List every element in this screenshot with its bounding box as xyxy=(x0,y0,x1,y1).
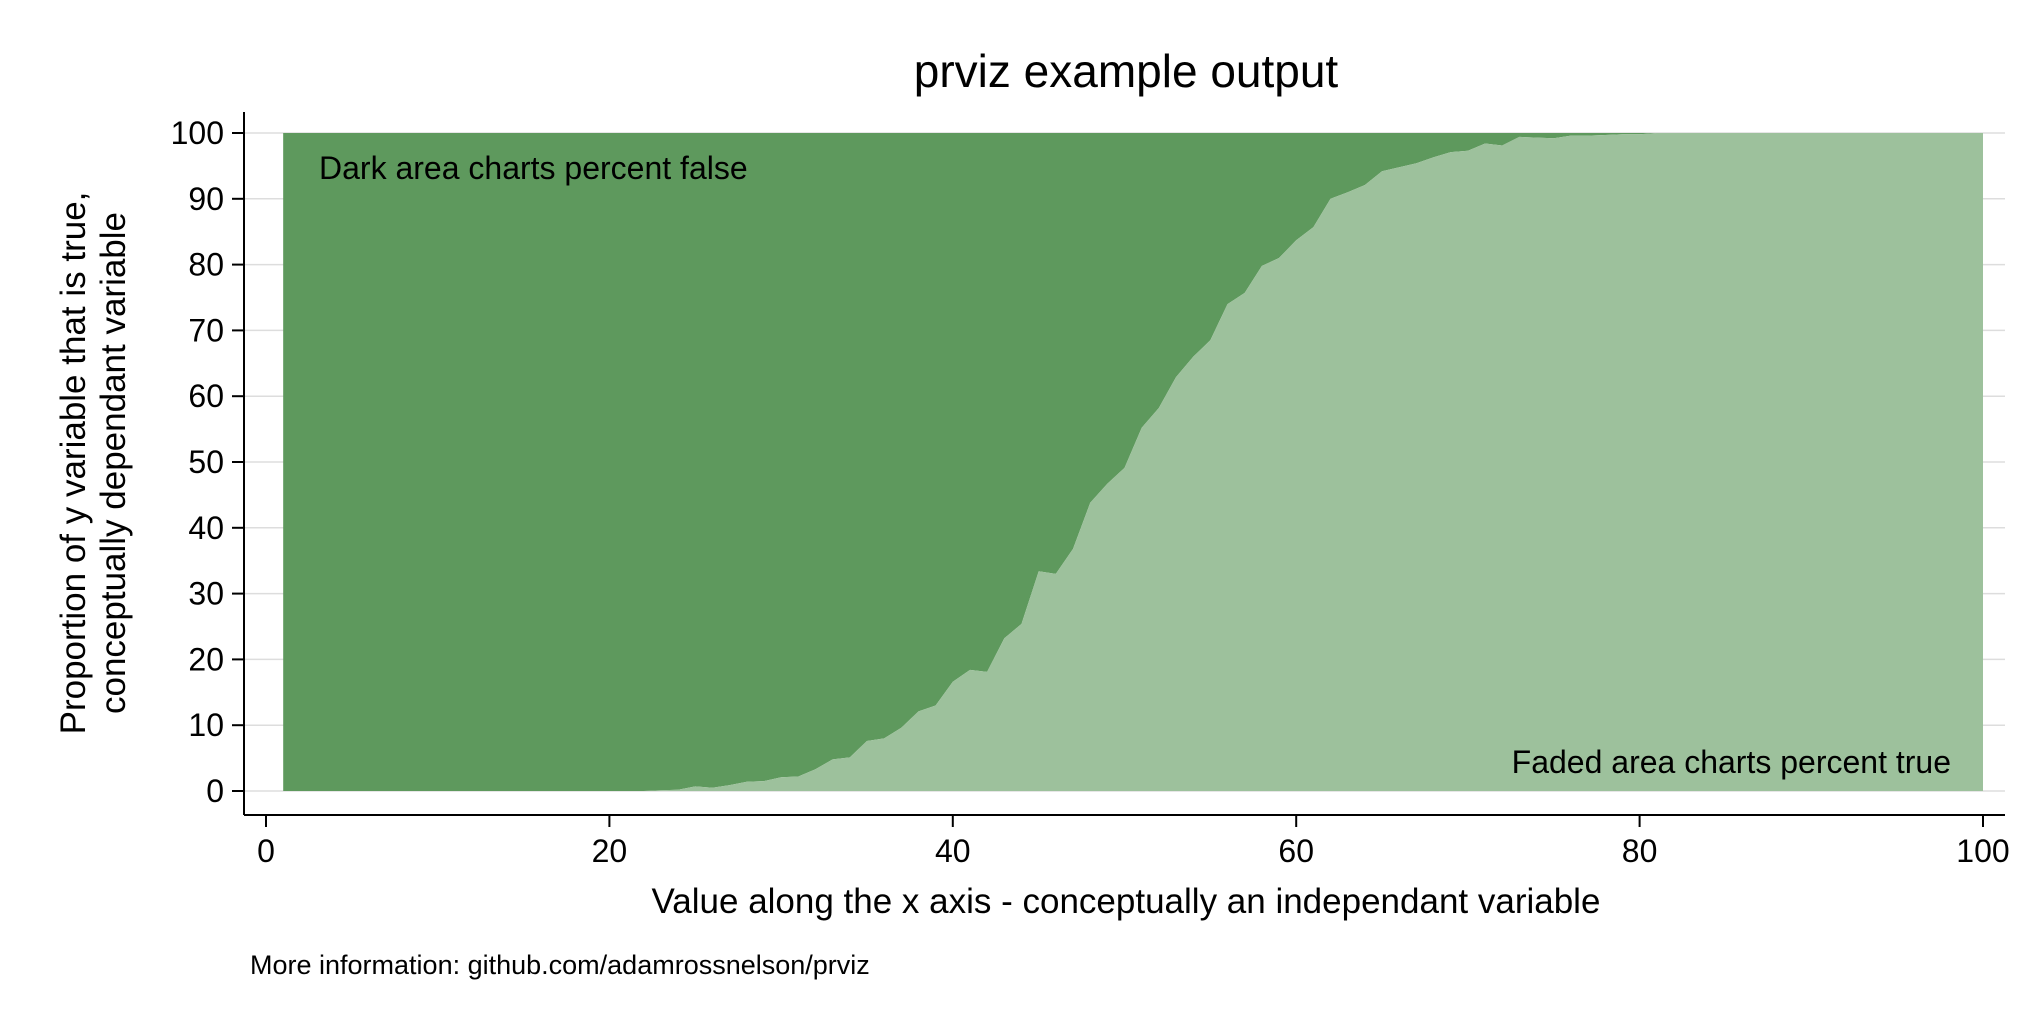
false-area-annotation: Dark area charts percent false xyxy=(319,150,748,186)
y-tick-label: 0 xyxy=(206,773,224,809)
x-tick-label: 80 xyxy=(1622,833,1658,869)
y-axis-title-line-2: conceptually dependant variable xyxy=(94,212,133,714)
x-tick-label: 100 xyxy=(1956,833,2009,869)
y-axis-title-line-1: Proportion of y variable that is true, xyxy=(54,192,93,735)
x-tick-label: 60 xyxy=(1278,833,1314,869)
y-tick-label: 20 xyxy=(188,641,224,677)
x-tick-label: 20 xyxy=(592,833,628,869)
x-axis-ticks: 0 20 40 60 80 100 xyxy=(257,815,2010,869)
y-tick-label: 40 xyxy=(188,510,224,546)
y-axis-title: Proportion of y variable that is true, c… xyxy=(54,192,133,735)
axes xyxy=(243,112,2005,816)
x-axis-title: Value along the x axis - conceptually an… xyxy=(652,882,1601,921)
y-axis-ticks: 0 10 20 30 40 50 60 70 80 90 100 xyxy=(171,115,244,809)
y-tick-label: 100 xyxy=(171,115,224,151)
y-tick-label: 30 xyxy=(188,576,224,612)
y-tick-label: 10 xyxy=(188,707,224,743)
true-area-annotation: Faded area charts percent true xyxy=(1512,744,1951,780)
chart-note: More information: github.com/adamrossnel… xyxy=(250,950,870,980)
y-tick-label: 60 xyxy=(188,378,224,414)
y-tick-label: 70 xyxy=(188,312,224,348)
y-tick-label: 90 xyxy=(188,181,224,217)
percent-true-area xyxy=(283,133,1983,791)
y-tick-label: 80 xyxy=(188,247,224,283)
x-tick-label: 40 xyxy=(935,833,971,869)
percent-false-area xyxy=(283,133,1983,791)
y-tick-label: 50 xyxy=(188,444,224,480)
plot-area xyxy=(283,133,1983,791)
chart-title: prviz example output xyxy=(914,45,1339,97)
x-tick-label: 0 xyxy=(257,833,275,869)
